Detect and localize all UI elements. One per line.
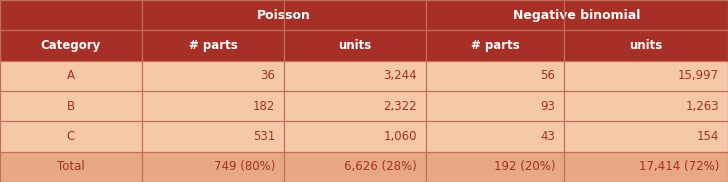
Bar (426, 61, 564, 91)
Bar (0, 152, 142, 182)
Text: 36: 36 (261, 69, 275, 82)
Bar (142, 61, 284, 91)
Text: 15,997: 15,997 (678, 69, 719, 82)
Text: 56: 56 (541, 69, 555, 82)
Text: 182: 182 (253, 100, 275, 113)
Text: 154: 154 (697, 130, 719, 143)
Bar (564, 30, 728, 61)
Bar (284, 61, 426, 91)
Text: 3,244: 3,244 (384, 69, 417, 82)
Text: 749 (80%): 749 (80%) (214, 160, 275, 173)
Bar (142, 152, 284, 182)
Text: 43: 43 (541, 130, 555, 143)
Text: 531: 531 (253, 130, 275, 143)
Bar (426, 30, 564, 61)
Bar (564, 121, 728, 152)
Text: Category: Category (41, 39, 101, 52)
Text: 93: 93 (541, 100, 555, 113)
Bar (0, 121, 142, 152)
Bar (0, 61, 142, 91)
Text: C: C (67, 130, 75, 143)
Bar (284, 30, 426, 61)
Bar (142, 0, 426, 30)
Bar (564, 152, 728, 182)
Text: # parts: # parts (189, 39, 237, 52)
Text: 2,322: 2,322 (384, 100, 417, 113)
Bar (142, 91, 284, 121)
Text: units: units (630, 39, 662, 52)
Text: units: units (339, 39, 371, 52)
Bar (564, 91, 728, 121)
Text: Negative binomial: Negative binomial (513, 9, 641, 22)
Text: 1,060: 1,060 (384, 130, 417, 143)
Bar (426, 91, 564, 121)
Bar (284, 152, 426, 182)
Bar (0, 0, 142, 30)
Bar (142, 121, 284, 152)
Text: 1,263: 1,263 (686, 100, 719, 113)
Text: # parts: # parts (471, 39, 519, 52)
Text: Poisson: Poisson (257, 9, 311, 22)
Text: Total: Total (57, 160, 85, 173)
Text: B: B (67, 100, 75, 113)
Bar (426, 152, 564, 182)
Text: 17,414 (72%): 17,414 (72%) (639, 160, 719, 173)
Text: 6,626 (28%): 6,626 (28%) (344, 160, 417, 173)
Bar (284, 91, 426, 121)
Bar (142, 30, 284, 61)
Text: A: A (67, 69, 75, 82)
Bar (426, 0, 728, 30)
Text: 192 (20%): 192 (20%) (494, 160, 555, 173)
Bar (564, 61, 728, 91)
Bar (0, 91, 142, 121)
Bar (284, 121, 426, 152)
Bar (0, 30, 142, 61)
Bar (426, 121, 564, 152)
